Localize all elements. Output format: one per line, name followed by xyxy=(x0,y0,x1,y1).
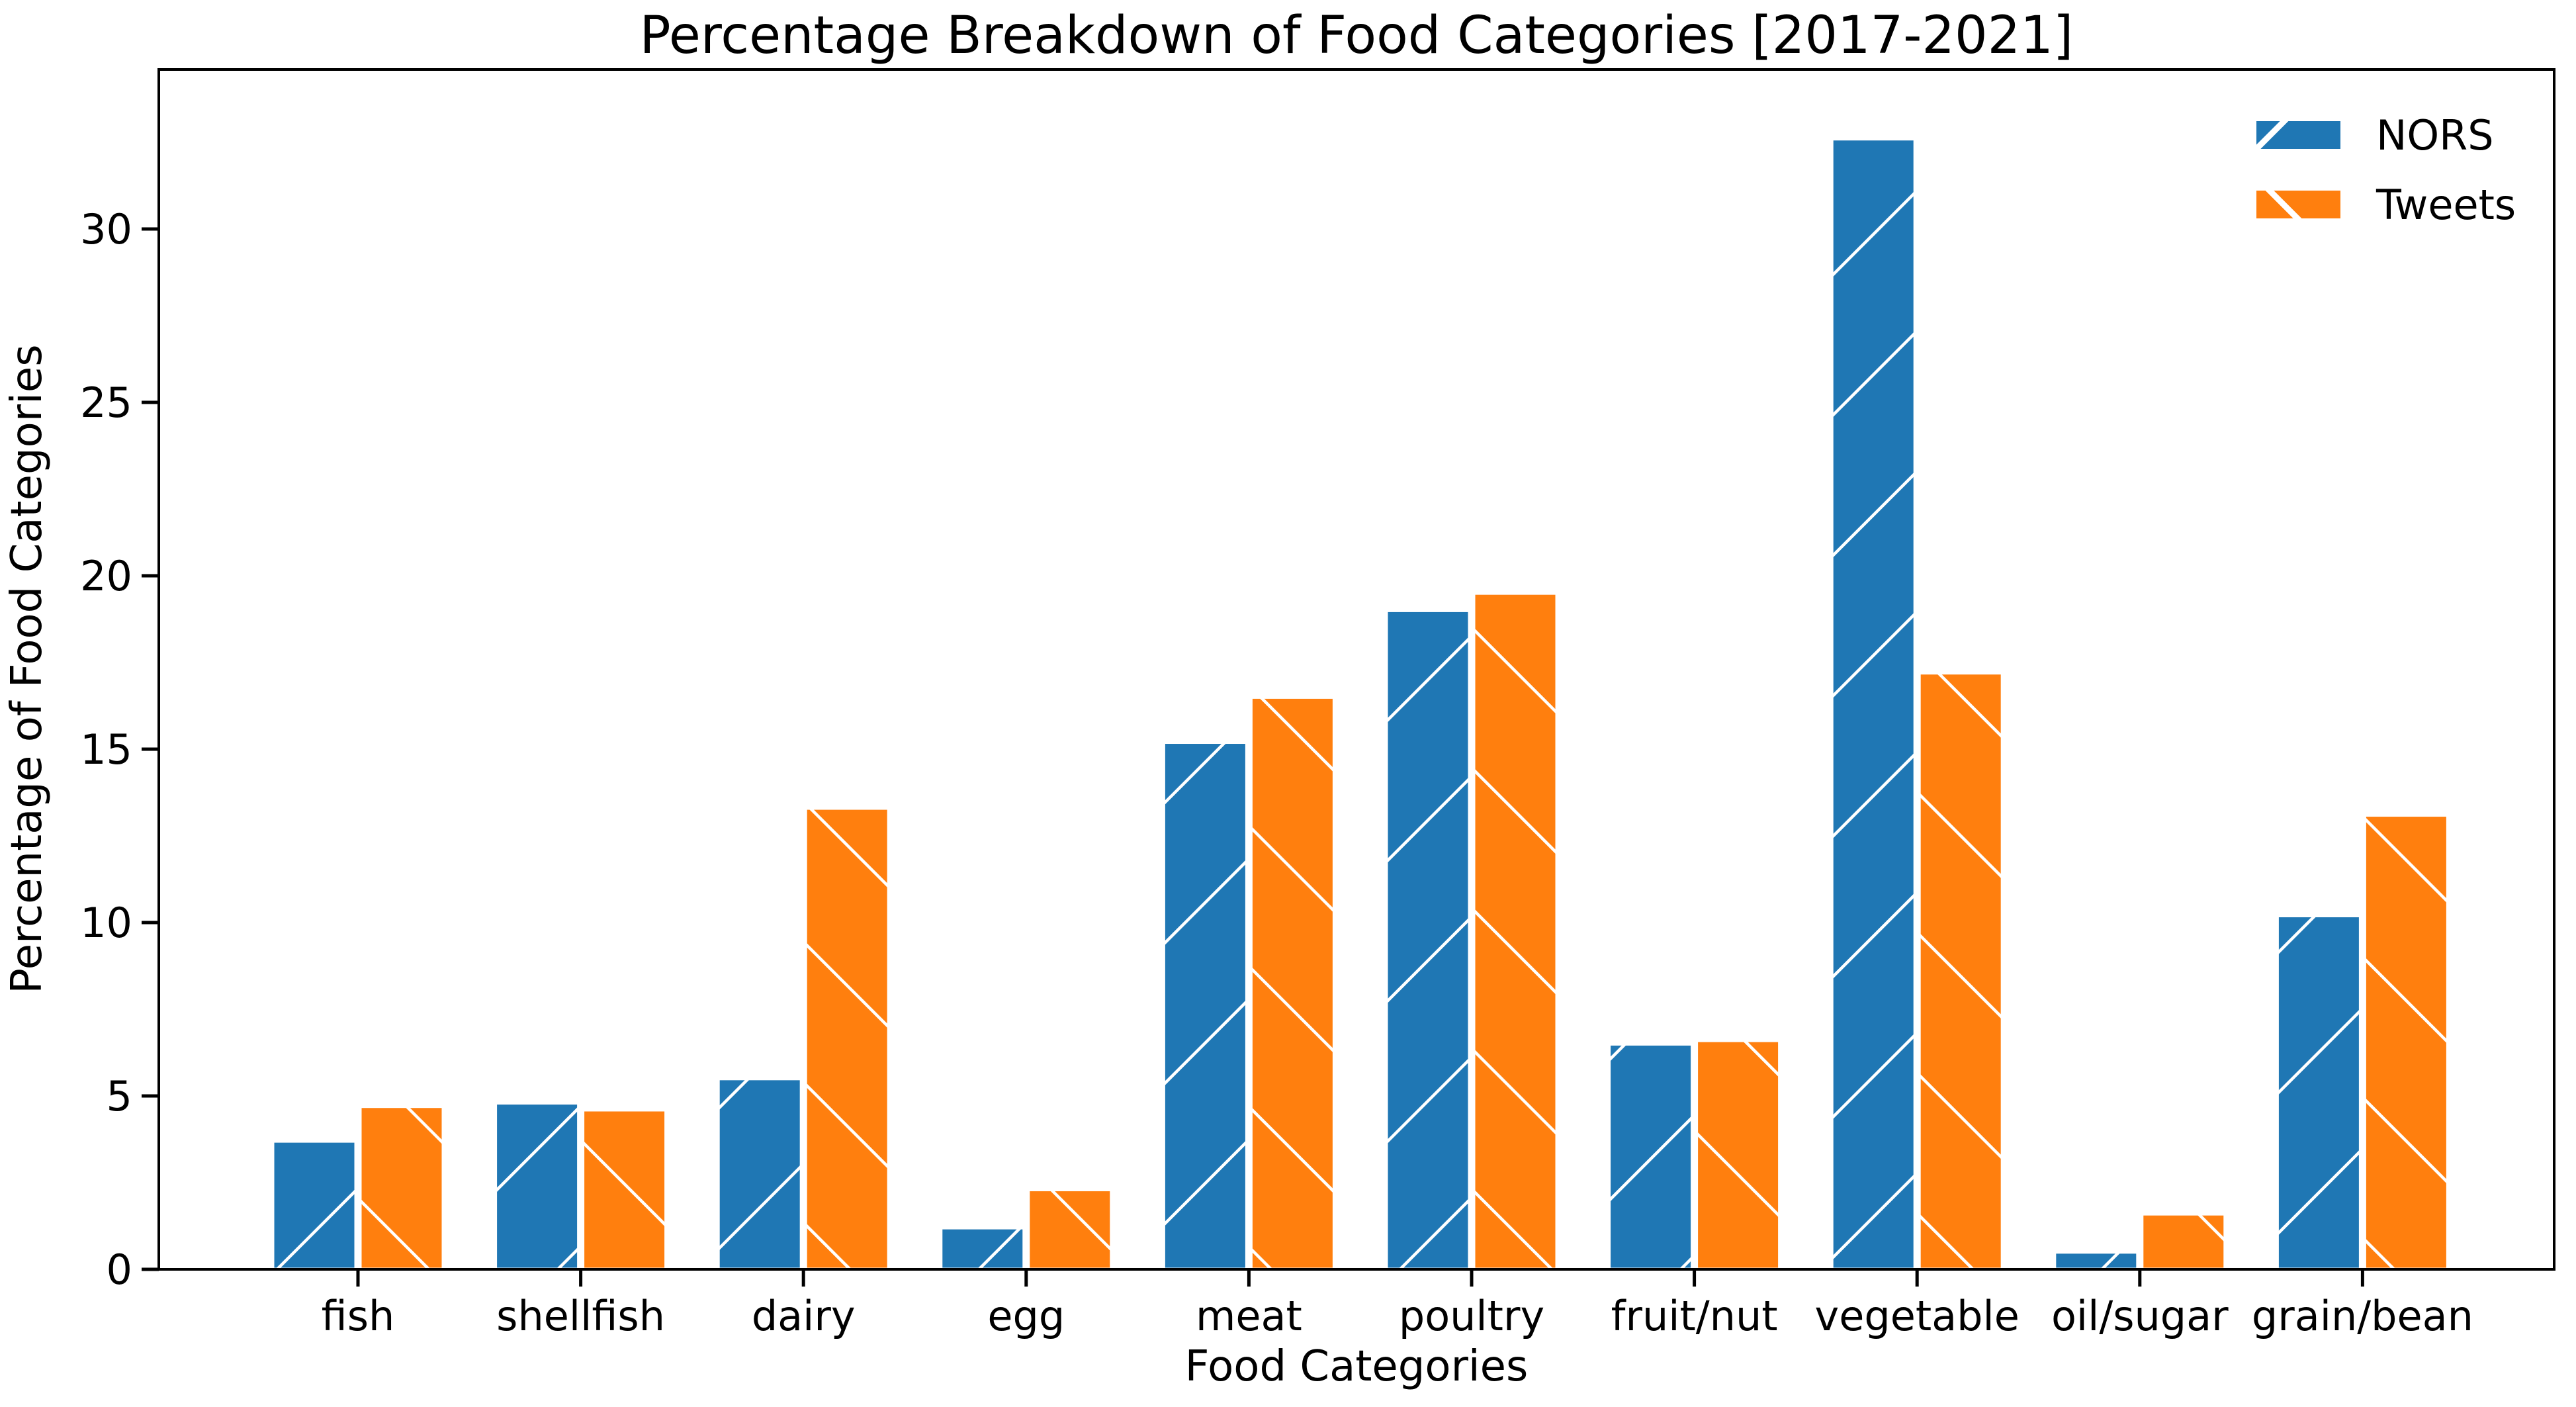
bar-tweets-grain-bean xyxy=(2362,813,2450,1271)
x-tick-label-meat: meat xyxy=(1196,1292,1302,1340)
bar-nors-vegetable xyxy=(1830,137,1917,1271)
y-tick-label-5: 5 xyxy=(107,1072,132,1120)
legend-item-tweets: Tweets xyxy=(2254,181,2516,229)
bar-tweets-shellfish xyxy=(581,1108,668,1271)
bar-tweets-vegetable xyxy=(1917,671,2004,1271)
bar-tweets-fruit-nut xyxy=(1695,1038,1782,1271)
x-axis-label: Food Categories xyxy=(1185,1342,1529,1391)
x-tick-label-poultry: poultry xyxy=(1399,1292,1544,1340)
x-tick-label-dairy: dairy xyxy=(752,1292,856,1340)
x-tick-label-fruit-nut: fruit/nut xyxy=(1611,1292,1778,1340)
y-tick-label-30: 30 xyxy=(80,205,132,253)
y-tick-label-10: 10 xyxy=(80,899,132,947)
legend-label-tweets: Tweets xyxy=(2376,181,2516,229)
x-tick-label-egg: egg xyxy=(987,1292,1065,1340)
x-tick-label-oil-sugar: oil/sugar xyxy=(2051,1292,2229,1340)
bar-nors-egg xyxy=(939,1226,1026,1271)
bar-tweets-fish xyxy=(358,1105,445,1271)
bar-nors-fruit-nut xyxy=(1607,1042,1695,1271)
x-tick-label-fish: fish xyxy=(322,1292,395,1340)
legend-swatch-tweets xyxy=(2254,188,2343,221)
y-tick-label-20: 20 xyxy=(80,552,132,600)
bar-nors-grain-bean xyxy=(2275,914,2362,1271)
bar-nors-meat xyxy=(1161,741,1249,1271)
bar-tweets-poultry xyxy=(1472,591,1559,1271)
legend-hatch-line xyxy=(2255,120,2290,150)
legend: NORS Tweets xyxy=(2254,111,2516,229)
bar-tweets-egg xyxy=(1026,1187,1114,1271)
y-tick-label-25: 25 xyxy=(80,379,132,427)
bar-nors-dairy xyxy=(716,1077,803,1271)
y-tick-label-15: 15 xyxy=(80,725,132,774)
bar-tweets-dairy xyxy=(803,806,891,1271)
chart-title: Percentage Breakdown of Food Categories … xyxy=(640,6,2074,66)
legend-hatch-line xyxy=(2264,189,2303,220)
bar-nors-poultry xyxy=(1384,608,1472,1271)
axis-layer: 0 5 10 15 20 25 30 fish shellfish dairy egg meat pou… xyxy=(80,205,2473,1340)
plot-border xyxy=(157,68,2555,1271)
x-tick-label-grain-bean: grain/bean xyxy=(2252,1292,2473,1340)
y-tick-label-0: 0 xyxy=(107,1246,132,1294)
legend-item-nors: NORS xyxy=(2254,111,2494,159)
bar-nors-oil-sugar xyxy=(2053,1250,2140,1271)
x-tick-label-vegetable: vegetable xyxy=(1815,1292,2020,1340)
bars-layer xyxy=(271,137,2450,1271)
bar-nors-shellfish xyxy=(494,1101,581,1271)
bar-tweets-meat xyxy=(1249,695,1336,1271)
x-tick-label-shellfish: shellfish xyxy=(496,1292,665,1340)
y-axis-label: Percentage of Food Categories xyxy=(3,344,52,993)
legend-label-nors: NORS xyxy=(2376,111,2494,159)
bar-nors-fish xyxy=(271,1139,358,1271)
bar-tweets-oil-sugar xyxy=(2140,1212,2227,1271)
